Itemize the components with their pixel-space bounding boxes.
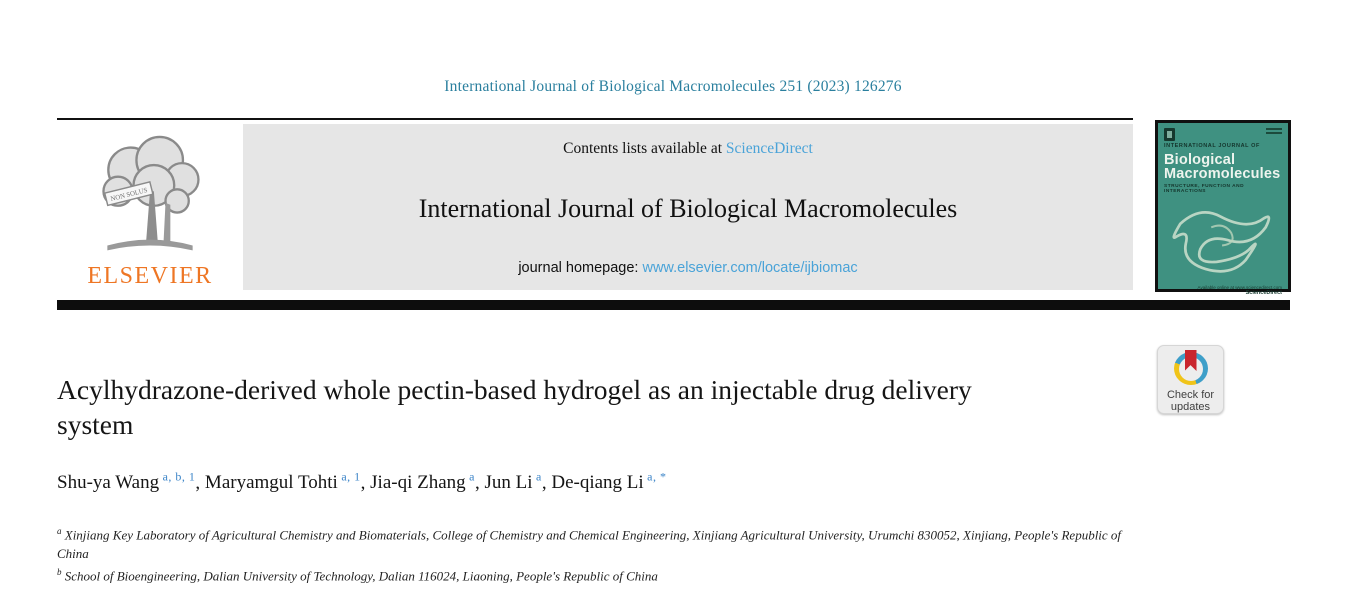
affiliation: a Xinjiang Key Laboratory of Agricultura… <box>57 526 1122 562</box>
sciencedirect-link[interactable]: ScienceDirect <box>725 140 813 157</box>
cover-molecule-art <box>1164 194 1282 285</box>
author-superscript: a, 1 <box>337 470 361 484</box>
cover-kicker: INTERNATIONAL JOURNAL OF <box>1164 143 1260 149</box>
cover-footer-sciencedirect: ScienceDirect <box>1245 290 1282 297</box>
affiliation: b School of Bioengineering, Dalian Unive… <box>57 567 658 584</box>
check-for-updates-label: Check for updates <box>1166 389 1215 413</box>
cover-top-row <box>1164 128 1282 141</box>
cover-title-line2: Macromolecules <box>1164 166 1281 182</box>
cover-footer-availability: Available online at www.sciencedirect.co… <box>1197 285 1282 291</box>
header-top-rule <box>57 118 1133 120</box>
header-divider-bar <box>57 300 1290 310</box>
author-superscript: a <box>532 470 542 484</box>
cover-subtitle: STRUCTURE, FUNCTION AND INTERACTIONS <box>1164 184 1245 194</box>
author: Maryamgul Tohti a, 1 <box>204 470 361 494</box>
elsevier-wordmark: ELSEVIER <box>87 263 213 289</box>
check-for-updates-badge[interactable]: Check for updates <box>1157 345 1224 414</box>
author: Shu-ya Wang a, b, 1 <box>57 470 196 494</box>
affiliation-marker: b <box>57 567 62 578</box>
crossmark-bookmark-icon <box>1184 350 1197 371</box>
author-superscript: a, b, 1 <box>159 470 196 484</box>
cover-footer: Available online at www.sciencedirect.co… <box>1164 285 1282 296</box>
crossmark-ring-icon <box>1173 350 1208 385</box>
article-title: Acylhydrazone-derived whole pectin-based… <box>57 374 972 440</box>
cover-elsevier-mini-logo-icon <box>1164 128 1175 141</box>
author-superscript: a <box>465 470 475 484</box>
publisher-logo: NON SOLUS ELSEVIER <box>57 124 243 290</box>
contents-prefix: Contents lists available at <box>563 140 726 157</box>
author: De-qiang Li a, * <box>551 470 667 494</box>
homepage-prefix: journal homepage: <box>518 260 643 276</box>
author-list: Shu-ya Wang a, b, 1, Maryamgul Tohti a, … <box>57 470 667 494</box>
journal-cover-thumbnail[interactable]: INTERNATIONAL JOURNAL OF Biological Macr… <box>1155 120 1291 296</box>
contents-line: Contents lists available at ScienceDirec… <box>563 140 813 158</box>
journal-masthead-banner: Contents lists available at ScienceDirec… <box>243 124 1133 290</box>
elsevier-tree-icon: NON SOLUS <box>102 135 200 251</box>
homepage-url-link[interactable]: www.elsevier.com/locate/ijbiomac <box>642 260 858 276</box>
journal-title: International Journal of Biological Macr… <box>418 194 958 223</box>
affiliation-list: a Xinjiang Key Laboratory of Agricultura… <box>57 522 1137 586</box>
cover-issn-lines <box>1266 128 1282 134</box>
affiliation-marker: a <box>57 526 62 536</box>
cover-title-line1: Biological <box>1164 152 1236 168</box>
running-head-citation: International Journal of Biological Macr… <box>444 78 902 95</box>
author-superscript: a, * <box>643 470 667 484</box>
author: Jun Li a <box>484 470 542 494</box>
homepage-line: journal homepage: www.elsevier.com/locat… <box>518 260 857 276</box>
author: Jia-qi Zhang a <box>370 470 475 494</box>
